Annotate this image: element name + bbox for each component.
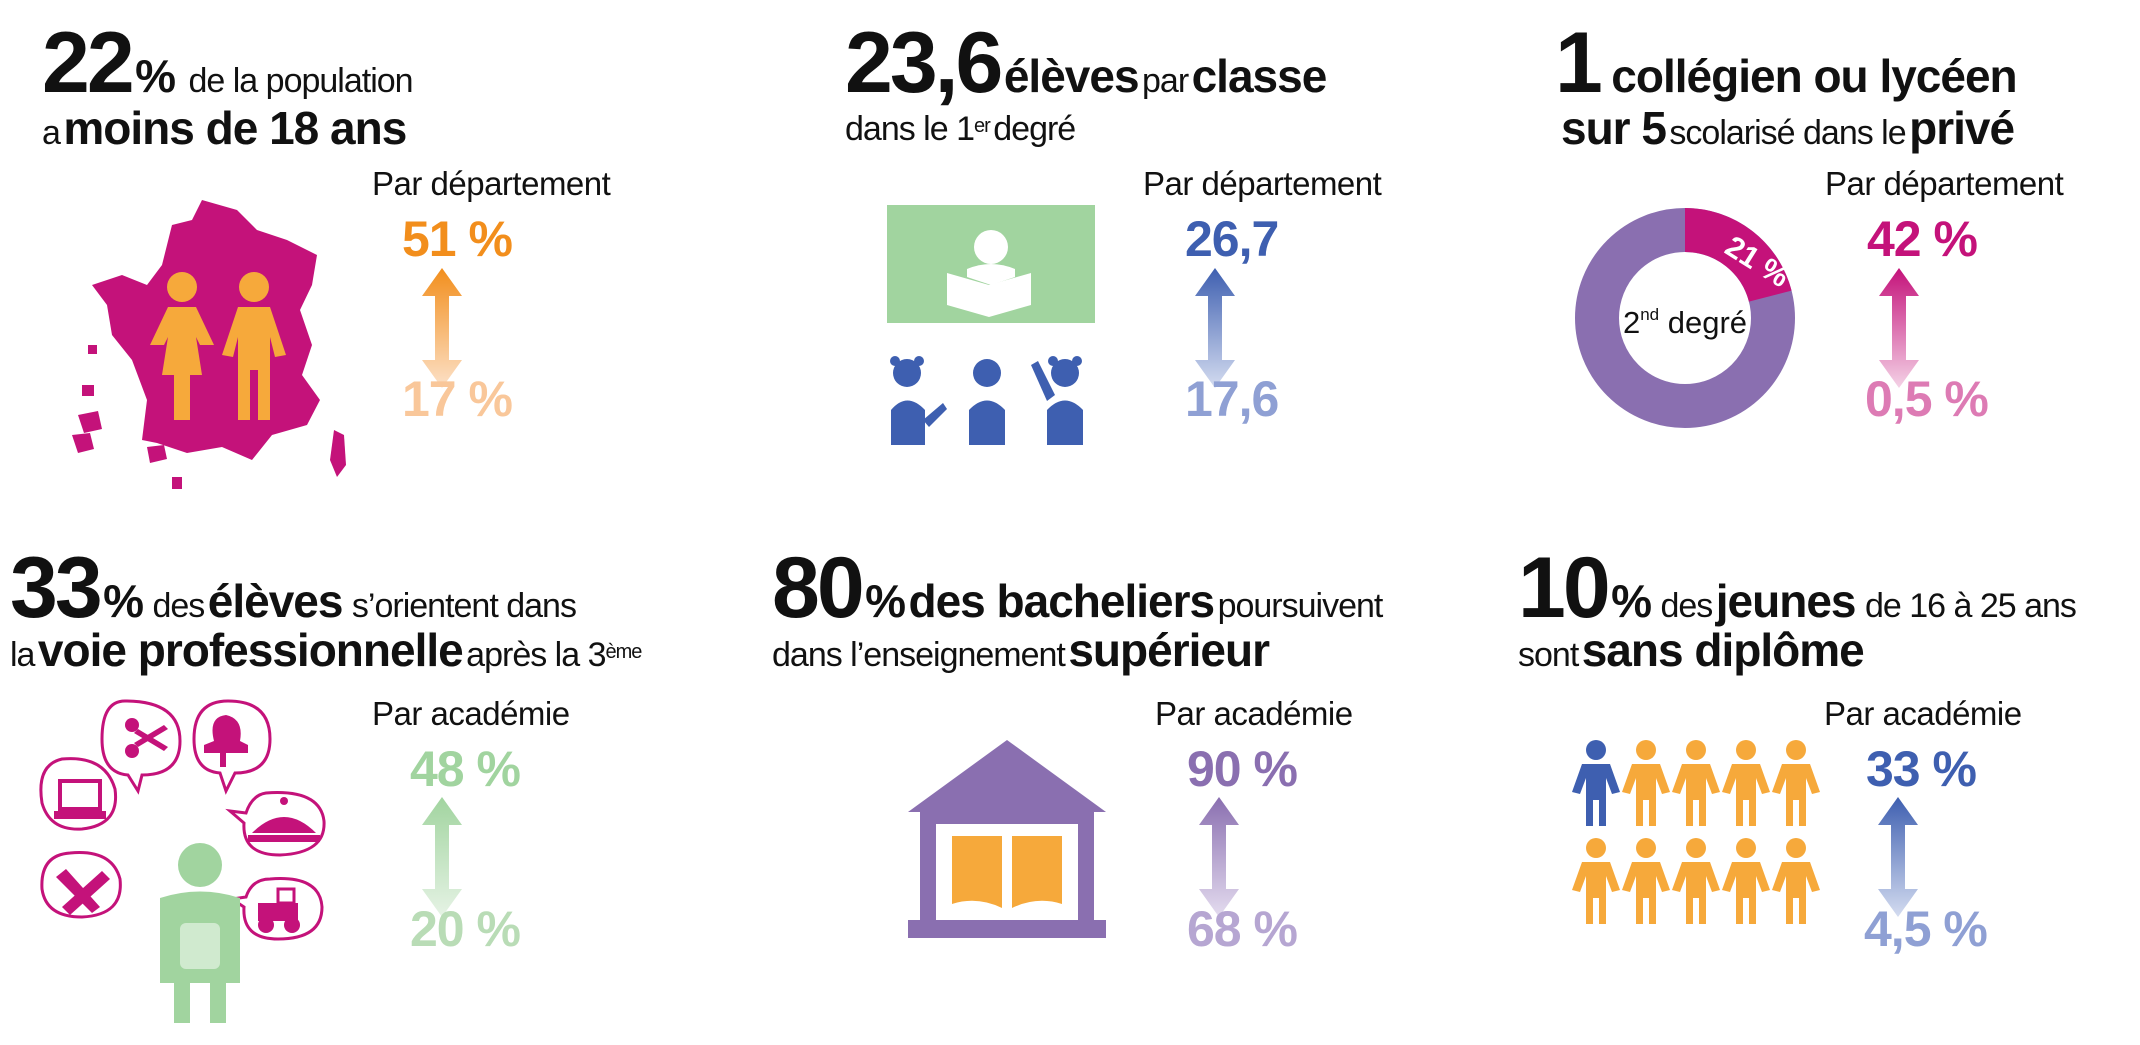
headline-emphasis: sans diplôme — [1581, 624, 1865, 676]
people-group-icon — [1572, 740, 1820, 924]
headline-emphasis: moins de 18 ans — [63, 102, 407, 154]
donut-chart-icon: 21 % — [1575, 208, 1795, 428]
headline-text: s’orientent dans — [351, 587, 577, 625]
headline-text: a — [42, 114, 61, 152]
headline-line2: dans l’enseignement supérieur — [772, 624, 1270, 676]
donut-slice — [1684, 208, 1792, 303]
panel-pro: 33 % des élèves s’orientent dans la voie… — [10, 545, 710, 1045]
headline-text: dans l’enseignement — [772, 636, 1066, 674]
france-map-children-icon — [72, 200, 346, 489]
range-label: Par académie — [372, 695, 570, 732]
university-book-icon — [908, 740, 1106, 938]
headline-line1: 1 collégien ou lycéen — [1555, 20, 2018, 106]
headline-line1: 80 % des bacheliers poursuivent — [772, 545, 1384, 631]
headline-emphasis: voie professionnelle — [37, 624, 464, 676]
headline-line2: la voie professionnelle après la 3ème — [10, 624, 643, 676]
range-label: Par département — [1825, 165, 2064, 202]
range-low: 20 % — [410, 901, 521, 957]
headline-value: 1 — [1555, 15, 1603, 111]
panel-prive: 1 collégien ou lycéen sur 5 scolarisé da… — [1555, 20, 2140, 520]
range-low: 4,5 % — [1864, 901, 1988, 957]
headline-superscript: ème — [605, 640, 643, 663]
range-low: 68 % — [1187, 901, 1298, 957]
panel-sup: 80 % des bacheliers poursuivent dans l’e… — [772, 545, 1472, 1045]
student-career-bubbles-icon — [39, 699, 326, 1023]
range-high: 48 % — [410, 741, 521, 797]
range-label: Par département — [372, 165, 611, 202]
headline-text: des — [152, 587, 205, 625]
headline-text: poursuivent — [1217, 587, 1384, 625]
headline-value: 10 — [1518, 540, 1611, 636]
headline-emphasis: jeunes — [1715, 575, 1857, 627]
headline-text: scolarisé dans le — [1669, 114, 1906, 152]
range-arrow-icon — [1878, 797, 1918, 917]
range-arrow-icon — [422, 268, 462, 388]
range-arrow-icon — [1879, 268, 1919, 388]
range-low: 0,5 % — [1865, 371, 1989, 427]
headline-superscript: er — [974, 114, 991, 137]
headline-line2: a moins de 18 ans — [42, 102, 407, 154]
headline-emphasis: collégien ou lycéen — [1611, 50, 2017, 102]
headline-text: la — [10, 636, 35, 674]
range-high: 51 % — [402, 211, 513, 267]
donut-center-label: 2nd degré — [1595, 305, 1775, 341]
headline-line1: 10 % des jeunes de 16 à 25 ans — [1518, 545, 2077, 631]
headline-value: 80 — [772, 540, 865, 636]
range-arrow-icon — [422, 797, 462, 917]
range-high: 90 % — [1187, 741, 1298, 797]
headline-value: 23,6 — [845, 15, 1003, 111]
headline-line2: sont sans diplôme — [1518, 624, 1865, 676]
range-label: Par académie — [1155, 695, 1353, 732]
headline-line2: dans le 1er degré — [845, 110, 1076, 148]
range-high: 42 % — [1867, 211, 1978, 267]
headline-emphasis: supérieur — [1068, 624, 1270, 676]
panel-diplome: 10 % des jeunes de 16 à 25 ans sont sans… — [1518, 545, 2140, 1045]
range-high: 26,7 — [1185, 211, 1279, 267]
headline-emphasis: élèves — [1003, 50, 1140, 102]
panel-population: 22 % de la population a moins de 18 ans … — [42, 20, 742, 520]
headline-text: degré — [993, 110, 1076, 148]
headline-text: par — [1142, 62, 1189, 100]
headline-percent: % — [135, 50, 176, 102]
headline-emphasis: privé — [1909, 102, 2015, 154]
headline-line1: 22 % de la population — [42, 20, 414, 106]
range-label: Par académie — [1824, 695, 2022, 732]
headline-emphasis: des bacheliers — [908, 575, 1215, 627]
headline-value: 22 — [42, 15, 135, 111]
headline-emphasis: sur 5 — [1561, 102, 1667, 154]
donut-center-superscript: nd — [1640, 304, 1660, 324]
headline-emphasis: élèves — [207, 575, 344, 627]
range-label: Par département — [1143, 165, 1382, 202]
range-high: 33 % — [1866, 741, 1977, 797]
headline-text: de la population — [188, 62, 413, 100]
range-low: 17 % — [402, 371, 513, 427]
headline-text: de 16 à 25 ans — [1864, 587, 2077, 625]
headline-text: après la 3 — [466, 636, 606, 674]
headline-text: sont — [1518, 636, 1579, 674]
range-low: 17,6 — [1185, 371, 1279, 427]
range-arrow-icon — [1195, 268, 1235, 388]
donut-center-text: degré — [1667, 305, 1748, 340]
headline-emphasis: classe — [1191, 50, 1328, 102]
headline-line1: 23,6 élèves par classe — [845, 20, 1328, 106]
headline-line1: 33 % des élèves s’orientent dans — [10, 545, 577, 631]
headline-text: dans le 1 — [845, 110, 975, 148]
headline-percent: % — [865, 575, 906, 627]
range-arrow-icon — [1199, 797, 1239, 917]
headline-percent: % — [103, 575, 144, 627]
donut-center-text: 2 — [1622, 305, 1641, 340]
classroom-icon — [887, 205, 1095, 445]
panel-classe: 23,6 élèves par classe dans le 1er degré… — [845, 20, 1545, 520]
headline-text: des — [1660, 587, 1713, 625]
headline-percent: % — [1611, 575, 1652, 627]
headline-line2: sur 5 scolarisé dans le privé — [1561, 102, 2015, 154]
headline-value: 33 — [10, 540, 103, 636]
